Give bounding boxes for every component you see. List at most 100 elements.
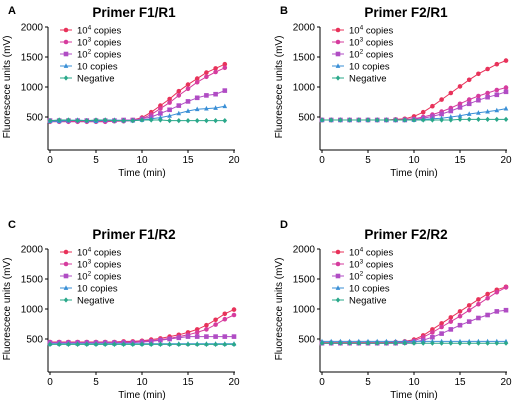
data-point (485, 66, 490, 72)
data-point (466, 303, 472, 308)
data-point (476, 110, 481, 115)
y-tick-label: 500 (298, 335, 315, 346)
x-tick-label: 10 (408, 377, 420, 388)
x-tick-label: 5 (93, 377, 99, 388)
legend-label: Negative (349, 296, 387, 307)
data-point (204, 334, 209, 339)
data-point (402, 117, 408, 123)
series-4 (47, 117, 228, 124)
series-4 (319, 340, 509, 346)
legend-item: 103 copies (60, 37, 122, 49)
legend-item: 103 copies (60, 259, 122, 271)
data-point (213, 105, 218, 110)
data-point (485, 312, 490, 318)
y-tick-label: 1000 (293, 83, 316, 94)
data-point (121, 341, 126, 347)
x-tick-label: 0 (319, 155, 325, 166)
legend-item: Negative (332, 74, 387, 85)
data-point (158, 337, 163, 343)
legend-swatch-marker (335, 297, 341, 303)
data-point (457, 105, 463, 110)
legend-item: 10 copies (60, 62, 118, 73)
legend-item: 103 copies (332, 259, 394, 271)
legend-swatch-marker (63, 273, 69, 279)
data-point (457, 309, 463, 314)
x-axis-label: Time (min) (390, 168, 437, 179)
data-point (420, 340, 426, 346)
data-point (494, 309, 500, 314)
x-tick-label: 20 (500, 377, 512, 388)
legend-swatch-marker (63, 75, 69, 81)
x-tick-label: 20 (228, 155, 240, 166)
legend-swatch-marker (63, 39, 69, 45)
legend-item: 104 copies (60, 25, 122, 37)
data-point (231, 312, 237, 318)
data-point (476, 97, 481, 103)
data-point (494, 107, 500, 113)
data-point (503, 307, 509, 313)
data-point (75, 341, 80, 347)
data-point (448, 340, 454, 346)
data-point (130, 118, 136, 124)
data-point (448, 117, 454, 123)
data-point (338, 340, 343, 346)
data-point (222, 88, 228, 93)
data-point (430, 330, 435, 335)
data-point (213, 91, 218, 97)
data-point (384, 340, 389, 346)
panel-label: C (8, 219, 16, 231)
x-tick-label: 20 (228, 377, 240, 388)
data-point (319, 340, 325, 346)
data-point (167, 118, 172, 124)
data-point (448, 108, 454, 114)
data-point (130, 341, 136, 347)
data-point (466, 307, 472, 313)
legend-swatch-marker (63, 63, 69, 68)
x-tick-label: 5 (365, 155, 371, 166)
y-axis-label: Fluorescece units (mV) (274, 36, 285, 139)
legend-label: 104 copies (349, 25, 394, 37)
data-point (430, 103, 435, 109)
data-point (158, 111, 163, 116)
data-point (494, 87, 500, 93)
legend-item: Negative (60, 74, 115, 85)
legend-swatch-marker (335, 285, 341, 290)
legend-swatch-marker (335, 249, 341, 255)
legend-label: 102 copies (77, 49, 122, 61)
data-point (411, 117, 417, 123)
y-tick-label: 500 (26, 113, 43, 124)
series-1 (319, 85, 509, 123)
legend-swatch-marker (63, 285, 69, 290)
data-point (402, 340, 408, 346)
legend-label: 103 copies (77, 37, 122, 49)
data-point (194, 118, 200, 124)
data-point (494, 92, 500, 98)
data-point (102, 117, 108, 123)
data-point (439, 117, 444, 123)
series-0 (319, 284, 509, 345)
data-point (457, 116, 463, 122)
y-tick-label: 500 (26, 335, 43, 346)
data-point (439, 321, 444, 326)
series-0 (47, 61, 228, 124)
y-tick-label: 2000 (21, 245, 44, 256)
x-tick-label: 10 (136, 155, 148, 166)
legend-label: 10 copies (77, 284, 118, 295)
data-point (411, 340, 417, 346)
y-axis-label: Fluorescece units (mV) (2, 36, 13, 139)
data-point (139, 341, 145, 347)
data-point (213, 341, 218, 347)
y-tick-label: 2000 (293, 245, 316, 256)
series-line (50, 90, 225, 122)
data-point (222, 334, 228, 339)
data-point (176, 335, 182, 341)
data-point (457, 101, 463, 107)
legend-swatch-marker (335, 39, 341, 45)
legend-item: 104 copies (332, 25, 394, 37)
data-point (56, 341, 62, 347)
data-point (112, 341, 117, 347)
x-tick-label: 5 (93, 155, 99, 166)
